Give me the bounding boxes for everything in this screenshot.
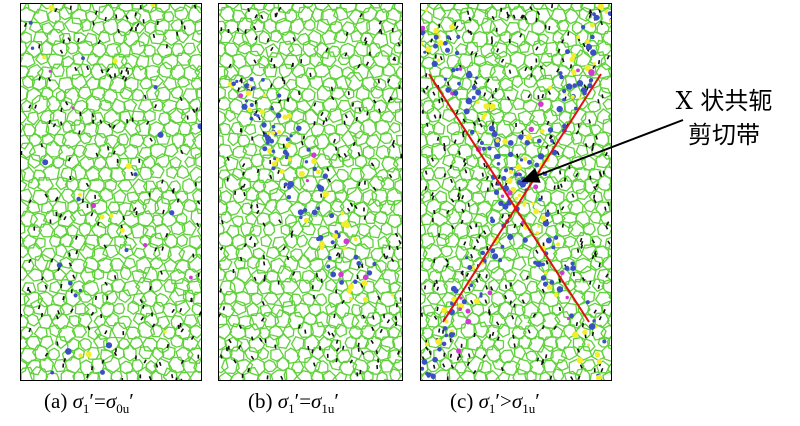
grain-boundaries xyxy=(421,4,611,380)
panel-c-grain-model xyxy=(420,3,612,381)
caption-c: (c) σ1′>σ1u′ xyxy=(450,389,540,416)
conjugate-shear-lines xyxy=(428,73,602,323)
panel-a-grain-model xyxy=(20,3,202,381)
caption-a: (a) σ1′=σ0u′ xyxy=(44,389,134,416)
shear-band-annotation: X 状共轭 剪切带 xyxy=(664,84,784,152)
shear-line xyxy=(442,73,602,323)
crack-marks xyxy=(219,6,402,380)
annotation-line1: X 状共轭 xyxy=(675,87,773,115)
annotation-line2: 剪切带 xyxy=(688,121,760,149)
shear-line xyxy=(428,73,590,323)
caption-b: (b) σ1′=σ1u′ xyxy=(248,389,339,416)
panel-b-grain-model xyxy=(218,3,403,381)
crack-marks xyxy=(21,4,201,380)
